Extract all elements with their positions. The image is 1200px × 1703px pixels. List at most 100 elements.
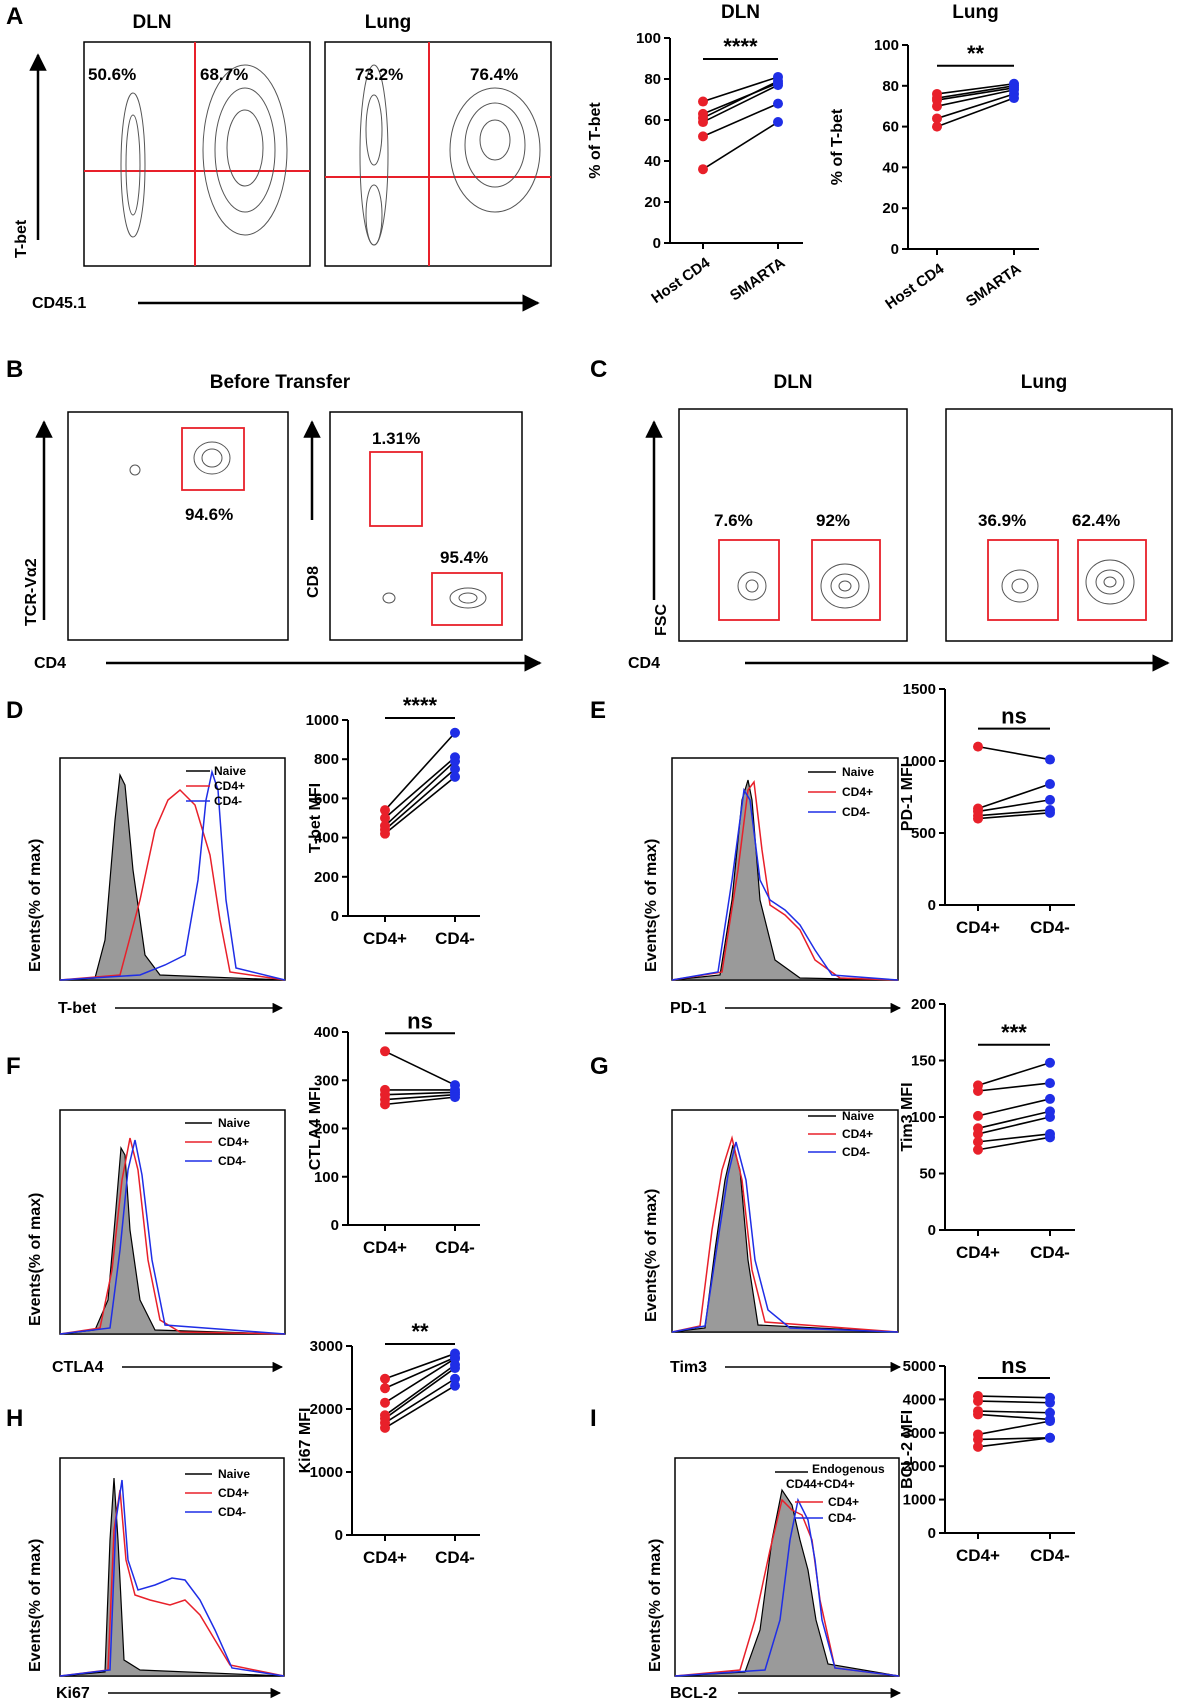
histogram-i: Endogenous CD44+CD4+ CD4+ CD4- Events(% …: [647, 1457, 902, 1702]
panel-c-lung-frame: [945, 408, 1173, 642]
panel-b-flow: Before Transfer 94.6% 1.31% 95.4% TCR-Vα…: [23, 372, 542, 672]
chart-g-category-label: CD4+: [956, 1243, 1000, 1262]
panel-c-flow: DLN Lung 7.6% 92% 36.9% 62.4% FSC CD4: [628, 372, 1173, 672]
chart-i-point-CD4-: [1045, 1397, 1055, 1408]
chart-i-pair-line: [977, 1420, 1051, 1436]
chart-d-pair-line: [384, 756, 456, 819]
panel-c-y-label: FSC: [653, 604, 670, 636]
chart-d-point-CD4+: [380, 813, 390, 823]
chart-i-ytick-label: 5000: [903, 1358, 936, 1375]
chart-a_dln-pair-line: [702, 102, 779, 138]
chart-d-category-label: CD4-: [435, 929, 475, 948]
chart-h-pair-line: [384, 1352, 456, 1380]
chart-f-pair-line: [384, 1093, 456, 1101]
panel-b-y-label-2: CD8: [305, 566, 322, 598]
histogram-d-legend-2: CD4+: [214, 779, 245, 793]
chart-a_dln-ytick-label: 20: [644, 194, 661, 211]
histogram-f-legend-1: Naive: [218, 1116, 250, 1130]
chart-d-category-label: CD4+: [363, 929, 407, 948]
panel-a-dln-contours: [120, 64, 288, 238]
histogram-e-legend-3: CD4-: [842, 805, 870, 819]
histogram-g-cd4plus-curve: [671, 1135, 899, 1333]
histogram-e-x-label: PD-1: [670, 1000, 707, 1017]
chart-a_dln-point-Host CD4: [698, 96, 708, 107]
histogram-d-naive-curve: [59, 772, 286, 981]
chart-h-point-CD4+: [380, 1422, 390, 1433]
chart-a_dln-pair-line: [702, 84, 779, 123]
chart-a_lung-ytick-label: 0: [891, 241, 899, 258]
chart-d-point-CD4-: [450, 771, 460, 782]
chart-f-pair-line: [384, 1091, 456, 1096]
chart-g-point-CD4+: [973, 1136, 983, 1147]
panel-c-lung-gate-left: [987, 539, 1059, 621]
histogram-g-legend-1: Naive: [842, 1109, 874, 1123]
histogram-d-frame: [59, 757, 286, 981]
panel-a-flow: DLN Lung 50.6% 68.7% 73.2% 76.4% T-bet C…: [13, 12, 552, 312]
chart-h-ytick-label: 2000: [310, 1401, 343, 1418]
histogram-f-x-label: CTLA4: [52, 1359, 104, 1376]
chart-g-pair-line: [977, 1061, 1051, 1087]
chart-g-point-CD4+: [973, 1128, 983, 1139]
chart-d-point-CD4-: [450, 756, 460, 767]
chart-d-point-CD4-: [450, 727, 460, 738]
chart-a_dln-ytick-label: 40: [644, 153, 661, 170]
panel-b-plot1-frame: [67, 411, 289, 641]
chart-e-significance: ns: [1001, 704, 1027, 729]
chart-g-significance: ***: [1001, 1020, 1027, 1045]
chart-d-y-label: T-bet MFI: [307, 783, 324, 853]
chart-a_lung-point-Host CD4: [932, 101, 942, 112]
panel-c-dln-gate-right: [811, 539, 881, 621]
chart-g-ytick-label: 50: [919, 1166, 936, 1183]
chart-f-category-label: CD4+: [363, 1238, 407, 1257]
histogram-e-legend-1: Naive: [842, 765, 874, 779]
chart-e-ytick-label: 1000: [903, 753, 936, 770]
panel-label-e: E: [590, 697, 606, 724]
histogram-f-frame: [59, 1109, 286, 1335]
chart-e-pair-line: [977, 799, 1051, 813]
chart-h-point-CD4+: [380, 1383, 390, 1394]
chart-a_lung-ytick-label: 60: [882, 119, 899, 136]
histogram-f-legend-3: CD4-: [218, 1154, 246, 1168]
chart-a_lung-pair-line: [936, 93, 1015, 120]
chart-d-ytick-label: 400: [314, 830, 339, 847]
chart-e-point-CD4+: [973, 813, 983, 824]
chart-i-category-label: CD4-: [1030, 1546, 1070, 1565]
chart-f-y-label: CTLA4 MFI: [307, 1087, 324, 1171]
panel-c-lung-gate-right: [1077, 539, 1147, 621]
chart-g-point-CD4+: [973, 1086, 983, 1097]
chart-a_lung-ytick-label: 80: [882, 78, 899, 95]
panel-c-dln-right-pct: 92%: [816, 511, 850, 530]
histogram-d-legend-3: CD4-: [214, 794, 242, 808]
chart-a_lung-pair-line: [936, 87, 1015, 101]
chart-a_lung-ytick-label: 100: [874, 37, 899, 54]
chart-g: 0 50 100 150 200 CD4+ CD4- Tim3 MFI ***: [899, 996, 1075, 1262]
histogram-h-frame: [59, 1457, 285, 1677]
chart-a_dln-pair-line: [702, 76, 779, 103]
panel-a-dln-plot-frame: [83, 41, 311, 267]
chart-h-pair-line: [384, 1378, 456, 1424]
chart-i-point-CD4+: [973, 1409, 983, 1420]
panel-a-lung-contours: [359, 64, 541, 246]
chart-a_dln-pair-line: [702, 121, 779, 170]
histogram-f: Naive CD4+ CD4- Events(% of max) CTLA4: [27, 1109, 286, 1376]
histogram-i-legend-line2: CD44+CD4+: [786, 1477, 855, 1491]
chart-i-ytick-label: 2000: [903, 1458, 936, 1475]
histogram-d-y-label: Events(% of max): [27, 839, 44, 972]
chart-i-point-CD4+: [973, 1441, 983, 1452]
chart-f-ytick-label: 200: [314, 1121, 339, 1138]
chart-e-ytick-label: 500: [911, 825, 936, 842]
chart-a_dln-ytick-label: 80: [644, 71, 661, 88]
histogram-g-naive-curve: [671, 1144, 899, 1333]
histogram-f-legend-2: CD4+: [218, 1135, 249, 1149]
chart-i-ytick-label: 4000: [903, 1391, 936, 1408]
chart-a_lung-significance: **: [967, 41, 985, 66]
panel-a-lung-left-pct: 73.2%: [355, 65, 403, 84]
chart-h-point-CD4-: [450, 1363, 460, 1374]
chart-d-point-CD4-: [450, 764, 460, 774]
chart-f-point-CD4+: [380, 1099, 390, 1110]
chart-d-pair-line: [384, 768, 456, 831]
histogram-f-cd4minus-curve: [59, 1139, 286, 1335]
histogram-h-legend-3: CD4-: [218, 1505, 246, 1519]
